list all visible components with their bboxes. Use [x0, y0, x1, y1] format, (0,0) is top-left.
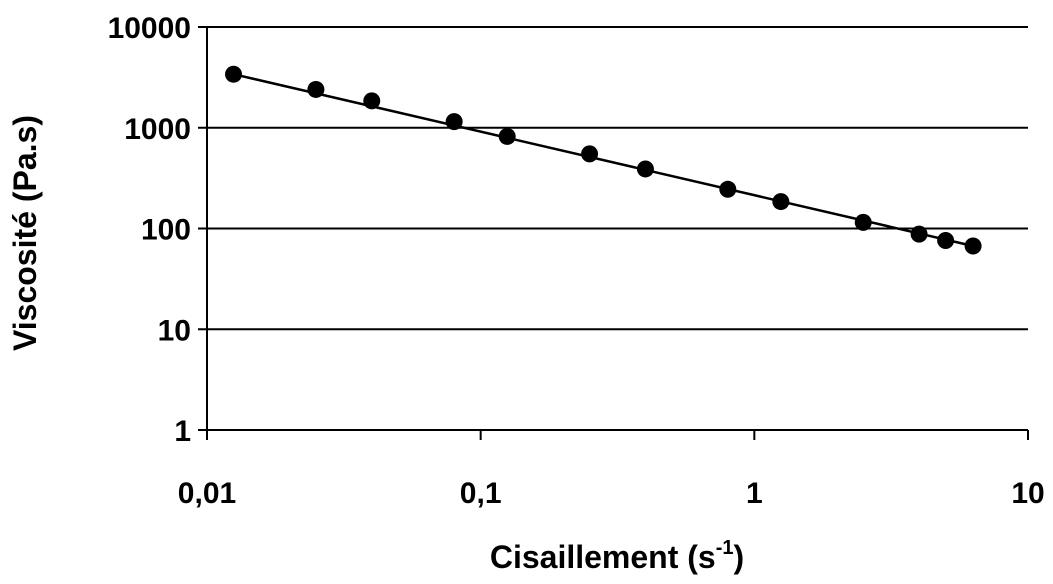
trendline-segment: [233, 72, 974, 248]
data-point: [854, 213, 872, 231]
trendline: [233, 72, 974, 248]
y-axis-title: Viscosité (Pa.s): [7, 115, 43, 351]
axes: [198, 26, 1029, 440]
x-axis-title: Cisaillement (s-1): [490, 537, 744, 575]
grid-lines: [207, 26, 1028, 331]
x-tick-label: 1: [746, 477, 763, 510]
data-point: [445, 113, 463, 131]
data-point: [581, 145, 599, 163]
x-axis-title-main: Cisaillement (s: [490, 539, 716, 575]
data-point: [636, 160, 654, 178]
data-point: [498, 127, 516, 145]
data-point: [363, 92, 381, 110]
data-point: [719, 180, 737, 198]
y-tick-label: 10: [158, 314, 191, 347]
x-axis-title-end: ): [734, 539, 745, 575]
y-tick-label: 1000: [124, 113, 191, 146]
data-point: [964, 237, 982, 255]
tick-labels: 1 10 100 1000 10000 0,01 0,1 1 10: [108, 12, 1045, 510]
y-tick-label: 1: [174, 415, 191, 448]
data-point: [937, 232, 955, 250]
y-tick-label: 100: [141, 214, 191, 247]
data-point: [772, 193, 790, 211]
x-tick-label: 0,01: [178, 477, 236, 510]
x-axis-title-superscript: -1: [716, 537, 734, 559]
data-point: [307, 80, 325, 98]
data-point: [910, 225, 928, 243]
data-point: [225, 65, 243, 83]
x-tick-label: 0,1: [460, 477, 502, 510]
x-tick-label: 10: [1011, 477, 1044, 510]
data-points: [225, 65, 982, 255]
y-tick-label: 10000: [108, 12, 191, 45]
